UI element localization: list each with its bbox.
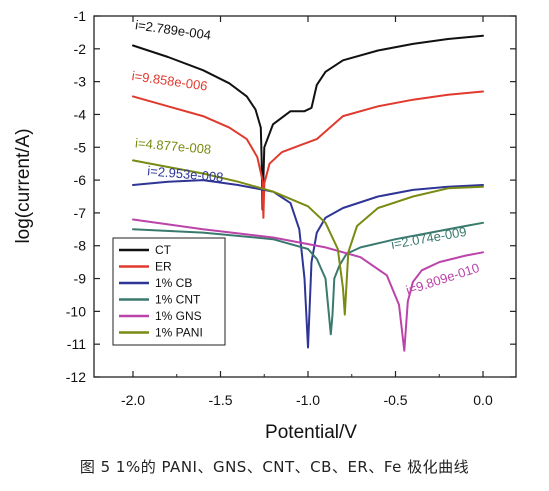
y-tick-label: -11 xyxy=(67,336,86,352)
y-tick-label: -3 xyxy=(74,74,87,90)
axis-ticks: -2.0 -1.5 -1.0 -0.5 0.0 -1 -2 -3 -4 -5 -6 -7 -8 -9 -10… xyxy=(66,8,516,408)
y-tick-label: -10 xyxy=(66,303,86,319)
current-annotation: i=2.074e-009 xyxy=(390,224,468,252)
legend-label: CT xyxy=(155,243,172,257)
y-tick-label: -6 xyxy=(74,172,87,188)
y-tick-label: -7 xyxy=(74,205,87,221)
y-tick-label: -2 xyxy=(74,41,87,57)
current-annotation: i=9.858e-006 xyxy=(131,68,209,93)
y-tick-label: -5 xyxy=(74,139,87,155)
current-annotation: i=9.809e-010 xyxy=(404,260,481,298)
x-tick-label: -1.5 xyxy=(208,392,232,408)
x-tick-label: -0.5 xyxy=(383,392,407,408)
legend-label: ER xyxy=(155,260,172,274)
y-tick-label: -8 xyxy=(74,238,87,254)
legend-label: 1% CB xyxy=(155,276,192,290)
plot-frame xyxy=(93,15,517,378)
y-tick-label: -9 xyxy=(74,271,87,287)
series-line-1-gns xyxy=(132,218,484,352)
x-tick-label: -1.0 xyxy=(296,392,320,408)
series-lines xyxy=(132,34,484,352)
legend-label: 1% PANI xyxy=(155,326,203,340)
y-tick-label: -1 xyxy=(74,8,87,24)
x-axis-title: Potential/V xyxy=(265,422,357,443)
current-annotation: i=2.953e-008 xyxy=(147,163,224,185)
series-line-er xyxy=(132,90,484,219)
current-annotation: i=2.789e-004 xyxy=(134,17,212,42)
x-tick-label: -2.0 xyxy=(121,392,145,408)
legend-label: 1% GNS xyxy=(155,309,202,323)
current-annotation: i=4.877e-008 xyxy=(134,135,211,157)
legend-label: 1% CNT xyxy=(155,293,201,307)
legend-box xyxy=(112,237,226,346)
series-line-1-cnt xyxy=(132,221,484,336)
y-tick-label: -4 xyxy=(74,106,87,122)
y-axis-title: log(current/A) xyxy=(13,128,34,243)
x-tick-label: 0.0 xyxy=(473,392,493,408)
series-line-1-pani xyxy=(132,159,484,316)
series-line-ct xyxy=(132,34,484,211)
plot-area-border xyxy=(93,15,517,378)
series-line-1-cb xyxy=(132,179,484,349)
y-tick-label: -12 xyxy=(66,369,86,385)
legend: CT ER 1% CB 1% CNT 1% GNS 1% PANI xyxy=(112,237,226,346)
figure-caption: 图 5 1%的 PANI、GNS、CNT、CB、ER、Fe 极化曲线 xyxy=(79,458,470,476)
